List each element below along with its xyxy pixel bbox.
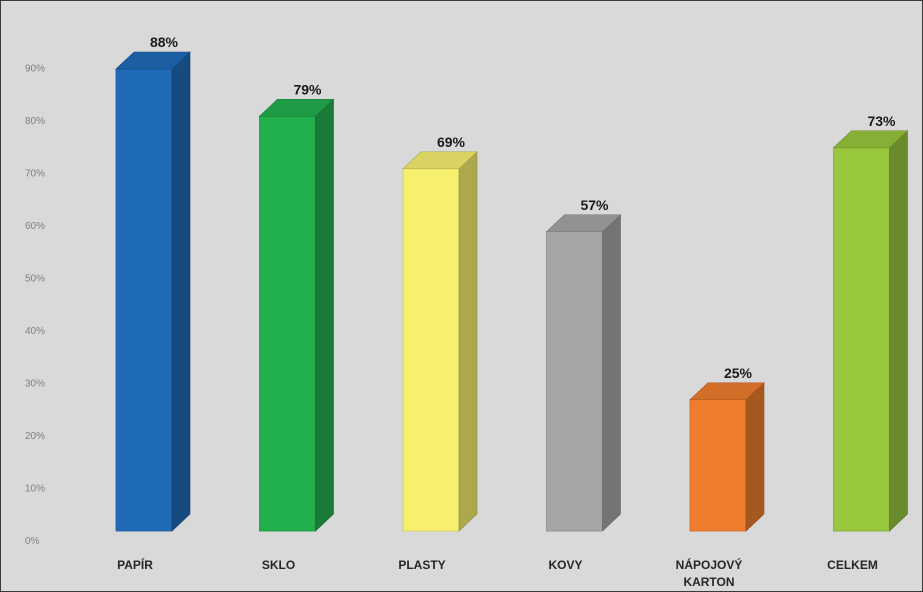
bar-side <box>889 130 908 532</box>
bar-front <box>402 168 460 532</box>
bars <box>115 51 909 532</box>
bar-side <box>171 51 191 532</box>
data-label: 79% <box>293 81 322 97</box>
data-label: 73% <box>867 113 896 129</box>
category-label: NÁPOJOVÝ KARTON <box>676 557 743 589</box>
bar-front <box>115 68 173 532</box>
category-label: KOVY <box>548 558 582 572</box>
category-labels: PAPÍR SKLO PLASTY KOVY NÁPOJOVÝ KARTON CELKEM <box>117 557 878 589</box>
bar-front <box>689 399 747 532</box>
y-tick-label: 60% <box>25 221 45 232</box>
y-tick-label: 90% <box>25 64 45 75</box>
bar-side <box>745 382 765 532</box>
y-tick-label: 0% <box>25 536 40 547</box>
data-label: 57% <box>580 197 609 213</box>
bar-2 <box>258 98 335 532</box>
bar-top <box>689 382 765 401</box>
bar-side <box>458 151 478 532</box>
category-label: PLASTY <box>398 558 445 572</box>
bar-top <box>402 151 478 170</box>
category-label: SKLO <box>262 558 295 572</box>
data-labels: 88% 79% 69% 57% 25% 73% <box>150 34 896 381</box>
category-label: PAPÍR <box>117 557 153 572</box>
data-label: 88% <box>150 34 179 50</box>
bar-side <box>315 98 334 532</box>
bar-top <box>115 51 191 70</box>
y-tick-label: 50% <box>25 274 45 285</box>
y-tick-label: 70% <box>25 169 45 180</box>
data-label: 69% <box>437 134 466 150</box>
bar-1 <box>115 51 191 532</box>
y-tick-label: 30% <box>25 379 45 390</box>
bar-top <box>545 214 622 233</box>
y-axis-ticks: 0% 10% 20% 30% 40% 50% 60% 70% 80% 90% <box>25 64 45 548</box>
data-label: 25% <box>724 365 753 381</box>
bar-front <box>546 231 603 532</box>
y-tick-label: 10% <box>25 484 45 495</box>
y-tick-label: 40% <box>25 326 45 337</box>
bar-front <box>259 115 316 532</box>
bar-top <box>258 98 335 117</box>
bar-5 <box>689 382 765 532</box>
bar-3 <box>402 151 478 532</box>
bar-4 <box>545 214 622 532</box>
bar-top <box>832 130 909 149</box>
bar-side <box>602 214 621 532</box>
y-tick-label: 20% <box>25 431 45 442</box>
category-label: CELKEM <box>827 558 878 572</box>
bar-6 <box>832 130 909 532</box>
bar-front <box>833 147 890 532</box>
y-tick-label: 80% <box>25 116 45 127</box>
